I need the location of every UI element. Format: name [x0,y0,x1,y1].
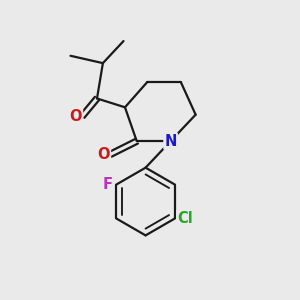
Text: O: O [98,147,110,162]
Text: N: N [164,134,177,149]
Text: F: F [103,177,113,192]
Text: O: O [70,109,82,124]
Text: Cl: Cl [177,211,193,226]
